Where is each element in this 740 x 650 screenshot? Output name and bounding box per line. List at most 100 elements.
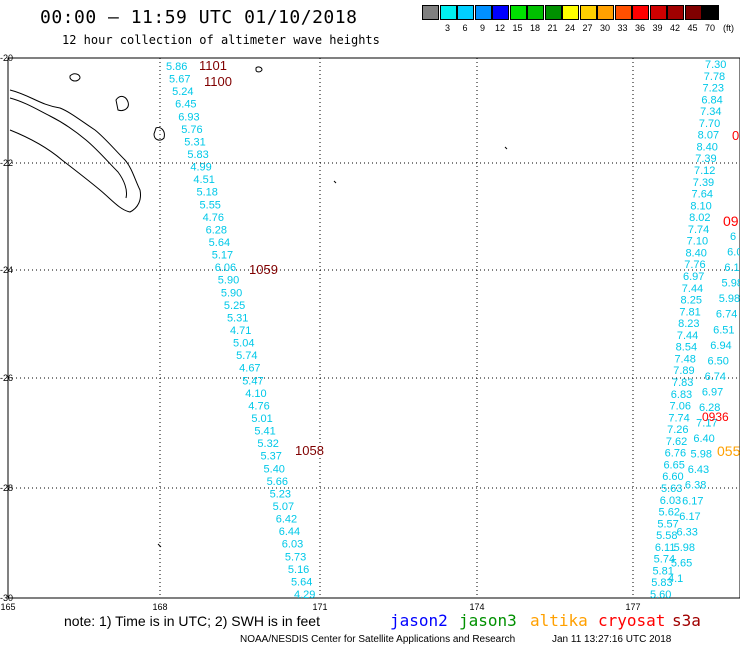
- track-b-swh-label: 5.63: [661, 483, 682, 495]
- track-a-swh-label: 5.66: [267, 476, 288, 488]
- track-b-swh-label: 8.54: [676, 342, 697, 354]
- track-c-swh-label: 5.98: [722, 278, 740, 290]
- track-c-swh-label: 5.98: [674, 542, 695, 554]
- track-b-swh-label: 6.84: [701, 94, 722, 106]
- map-frame: [7, 57, 740, 599]
- track-c-swh-label: 6.17: [679, 511, 700, 523]
- track-a-swh-label: 5.32: [257, 438, 278, 450]
- legend-label: 70: [704, 23, 715, 33]
- legend-swatch: [422, 5, 439, 20]
- track-c-swh-label: 6.10: [724, 262, 740, 274]
- track-a-swh-label: 6.28: [206, 224, 227, 236]
- legend-label: 21: [547, 23, 558, 33]
- track-b-swh-label: 8.40: [685, 247, 706, 259]
- track-b-swh-label: 7.70: [699, 118, 720, 130]
- track-a-swh-label: 4.76: [248, 400, 269, 412]
- lon-tick-label: 168: [152, 602, 167, 610]
- track-a-swh-label: 5.83: [187, 149, 208, 161]
- track-time-label: 1101: [199, 58, 227, 73]
- track-b-swh-label: 5.60: [650, 589, 671, 601]
- legend-label: 24: [564, 23, 575, 33]
- track-time-label: 0936: [702, 410, 729, 424]
- track-b-swh-label: 7.89: [673, 365, 694, 377]
- lon-tick-label: 174: [469, 602, 484, 610]
- track-c-swh-label: 6: [730, 231, 736, 243]
- legend-swatch: [439, 5, 457, 20]
- track-time-label: 1100: [204, 74, 232, 89]
- track-b-swh-label: 7.12: [694, 165, 715, 177]
- track-a-swh-label: 5.17: [212, 250, 233, 262]
- track-c-swh-label: 5.98: [719, 293, 740, 305]
- track-c-swh-label: 6.74: [705, 371, 726, 383]
- axis-labels: 165 168 171 174 177 -20 -22 -24 -26 -28 -30: [0, 53, 641, 610]
- isle-of-pines: [69, 73, 81, 82]
- legend-swatch: [684, 5, 702, 20]
- track-b-swh-label: 5.81: [652, 565, 673, 577]
- legend-swatch: [597, 5, 614, 20]
- track-a-swh-label: 5.25: [224, 300, 245, 312]
- generated-date: Jan 11 13:27:16 UTC 2018: [552, 634, 672, 645]
- track-b-swh-label: 7.83: [672, 377, 693, 389]
- track-a-swh-label: 5.74: [236, 350, 257, 362]
- legend-label: 33: [617, 23, 628, 33]
- track-c-swh-label: 6.94: [710, 340, 731, 352]
- track-b-swh-label: 8.10: [690, 200, 711, 212]
- track-b-swh-label: 7.81: [679, 306, 700, 318]
- track-c-swh-label: 6.33: [676, 526, 697, 538]
- track-b-swh-label: 7.62: [666, 436, 687, 448]
- legend-label: 42: [669, 23, 680, 33]
- track-a-swh-label: 5.40: [264, 463, 285, 475]
- track-c-swh-label: 4.1: [668, 573, 683, 585]
- legend-label: 15: [512, 23, 523, 33]
- track-a-swh-label: 5.64: [291, 576, 312, 588]
- lat-tick-label: -26: [0, 373, 13, 383]
- chart-title: 00:00 — 11:59 UTC 01/10/2018: [40, 7, 358, 28]
- track-a-swh-label: 4.99: [190, 162, 211, 174]
- dot-island-1: [504, 146, 508, 150]
- legend-altika: altika: [530, 611, 588, 630]
- lon-tick-label: 165: [0, 602, 15, 610]
- track-a-swh-label: 5.24: [172, 86, 193, 98]
- track-b-swh-label: 5.74: [654, 554, 675, 566]
- track-a-swh-label: 6.42: [276, 514, 297, 526]
- legend-label: 9: [479, 23, 485, 33]
- track-b-swh-label: 7.76: [684, 259, 705, 271]
- credit-line: NOAA/NESDIS Center for Satellite Applica…: [240, 634, 516, 645]
- lat-tick-label: -28: [0, 483, 13, 493]
- track-b-swh-label: 7.64: [692, 189, 713, 201]
- track-a-swh-label: 5.23: [270, 488, 291, 500]
- track-c-swh-label: 7.17: [696, 418, 717, 430]
- track-a-swh-label: 5.37: [260, 451, 281, 463]
- track-c-swh-label: 6.40: [693, 433, 714, 445]
- track-b-swh-label: 8.07: [698, 130, 719, 142]
- track-b-swh-label: 6.60: [662, 471, 683, 483]
- footer-note: note: 1) Time is in UTC; 2) SWH is in fe…: [64, 613, 320, 629]
- lon-tick-label: 171: [312, 602, 327, 610]
- track-b-swh-label: 7.10: [687, 236, 708, 248]
- track-a-swh-label: 5.31: [184, 136, 205, 148]
- track-b-swh-label: 5.62: [659, 507, 680, 519]
- small-island: [255, 66, 263, 73]
- track-b-swh-label: 7.06: [670, 401, 691, 413]
- track-b-swh-label: 7.44: [677, 330, 698, 342]
- track-c-swh-label: 5.98: [691, 449, 712, 461]
- track-a-swh-label: 5.90: [218, 275, 239, 287]
- track-c-swh-label: 6.0: [727, 247, 740, 259]
- track-b-swh-label: 6.97: [683, 271, 704, 283]
- track-b-swh-label: 7.48: [674, 353, 695, 365]
- track-b-swh-label: 6.65: [663, 459, 684, 471]
- legend-swatch: [509, 5, 527, 20]
- lat-tick-label: -20: [0, 53, 13, 63]
- legend-label: 45: [687, 23, 698, 33]
- track-a-swh-label: 4.71: [230, 325, 251, 337]
- track-c-swh-label: 6.43: [688, 464, 709, 476]
- track-a-swh-label: 5.31: [227, 312, 248, 324]
- track-b-swh-label: 5.58: [656, 530, 677, 542]
- track-a-swh-label: 5.90: [221, 287, 242, 299]
- track-b-swh-label: 6.03: [660, 495, 681, 507]
- dot-island-2: [333, 180, 337, 184]
- track-a-swh-label: 5.01: [251, 413, 272, 425]
- track-c-swh-label: 6.38: [685, 480, 706, 492]
- legend-swatch: [702, 5, 719, 20]
- track-c-swh-label: 6.74: [716, 309, 737, 321]
